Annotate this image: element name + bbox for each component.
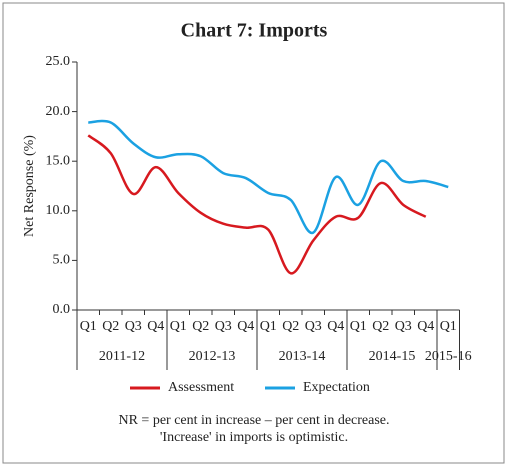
x-tick-label: Q1 <box>80 319 97 334</box>
x-tick-label: Q2 <box>282 319 299 334</box>
group-label: 2014-15 <box>369 349 416 364</box>
x-tick-label: Q1 <box>350 319 367 334</box>
x-tick-label: Q4 <box>147 319 164 334</box>
y-tick-label: 20.0 <box>46 104 71 119</box>
group-label: 2012-13 <box>189 349 236 364</box>
y-axis-label: Net Response (%) <box>22 135 37 237</box>
legend-label: Expectation <box>303 380 370 395</box>
frame <box>2 2 505 464</box>
legend-label: Assessment <box>168 380 234 395</box>
x-tick-label: Q1 <box>260 319 277 334</box>
y-tick-label: 0.0 <box>53 302 71 317</box>
group-label: 2011-12 <box>99 349 145 364</box>
chart-title: Chart 7: Imports <box>181 20 328 42</box>
x-tick-label: Q4 <box>237 319 254 334</box>
note: NR = per cent in increase – per cent in … <box>118 413 389 428</box>
y-tick-label: 10.0 <box>46 203 71 218</box>
x-tick-label: Q4 <box>417 319 434 334</box>
note: 'Increase' in imports is optimistic. <box>160 430 348 445</box>
group-label: 2013-14 <box>279 349 326 364</box>
line-series <box>88 119 449 234</box>
line-series <box>87 134 427 275</box>
group-label: 2015-16 <box>425 349 472 364</box>
y-tick-label: 25.0 <box>46 54 71 69</box>
x-tick-label: Q3 <box>395 319 412 334</box>
x-tick-label: Q3 <box>125 319 142 334</box>
x-tick-label: Q1 <box>440 319 457 334</box>
x-tick-label: Q2 <box>192 319 209 334</box>
y-tick-label: 5.0 <box>53 253 71 268</box>
x-tick-label: Q3 <box>215 319 232 334</box>
x-tick-label: Q1 <box>170 319 187 334</box>
y-tick-label: 15.0 <box>46 153 71 168</box>
x-tick-label: Q3 <box>305 319 322 334</box>
x-tick-label: Q2 <box>372 319 389 334</box>
x-tick-label: Q4 <box>327 319 344 334</box>
x-tick-label: Q2 <box>102 319 119 334</box>
